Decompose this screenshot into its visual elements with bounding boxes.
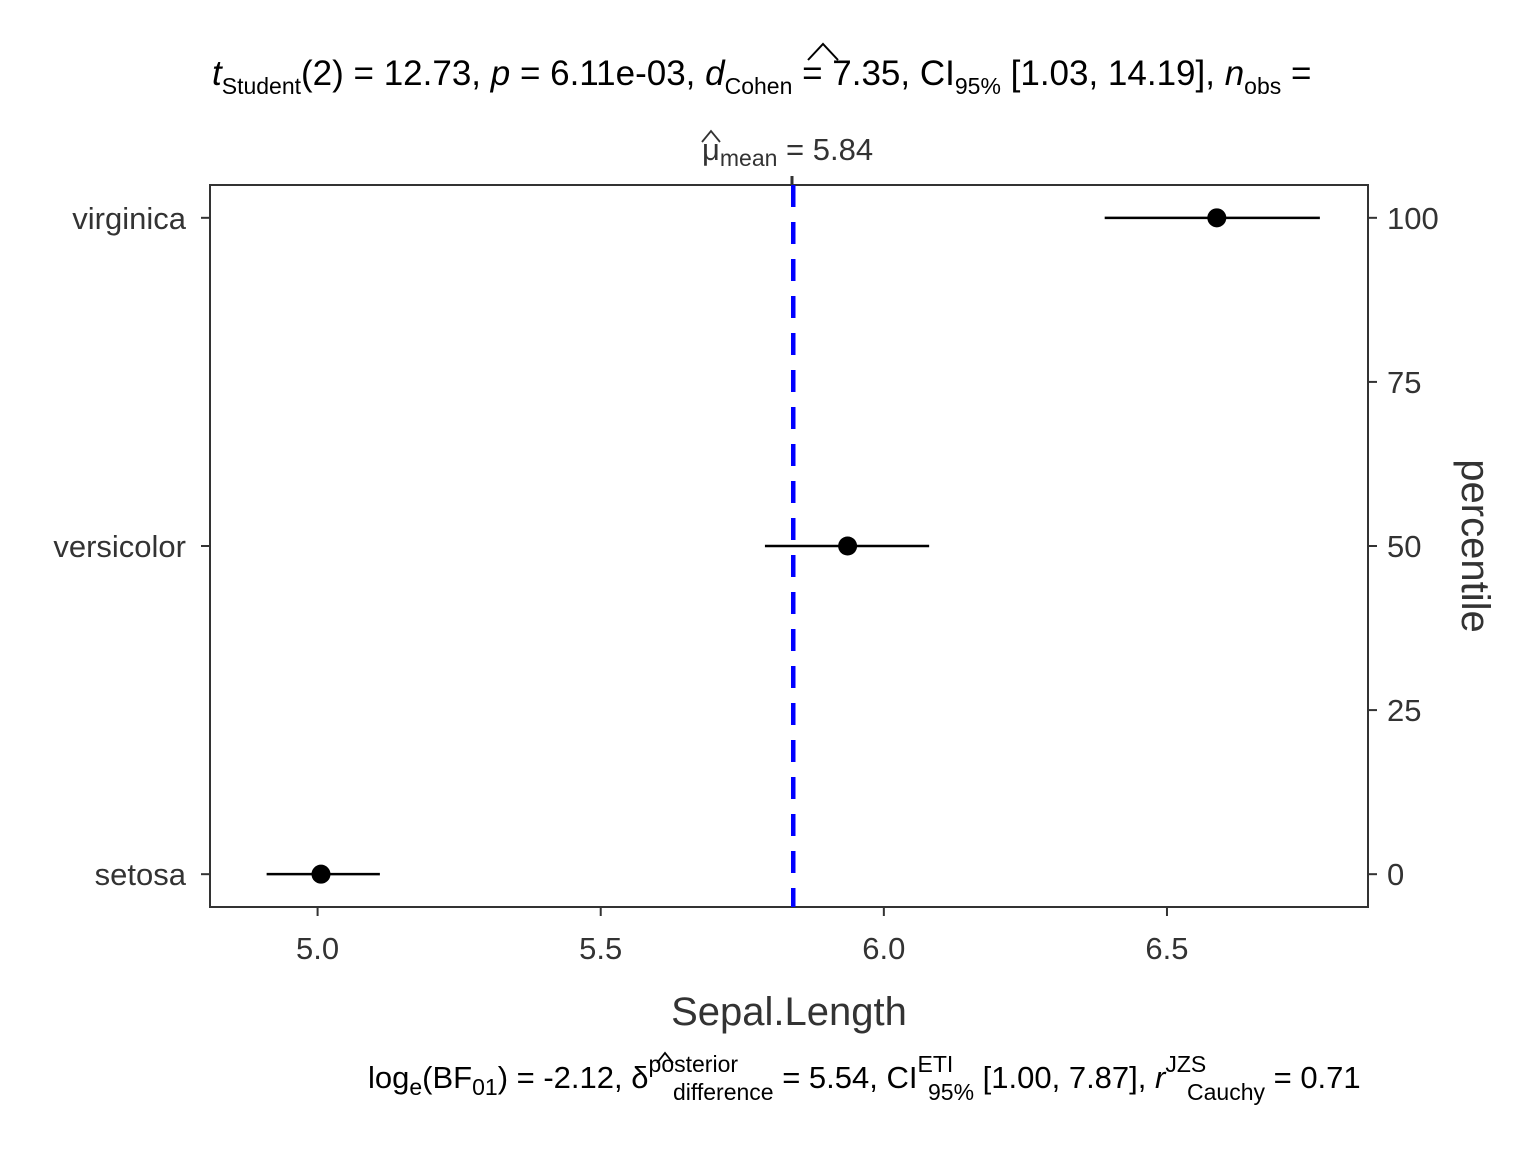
mean-point: [838, 536, 858, 556]
y-tick-label-right: 100: [1387, 201, 1439, 236]
mu-hat-mark: [701, 129, 721, 143]
y-tick-label-left: virginica: [72, 201, 186, 236]
y-tick-label-right: 25: [1387, 693, 1421, 728]
x-axis-title: Sepal.Length: [671, 990, 907, 1034]
y-tick-label-right: 0: [1387, 857, 1404, 892]
series-points: [266, 208, 1320, 884]
x-axis: 5.0 5.5 6.0 6.5: [296, 907, 1189, 966]
y-tick-label-left: versicolor: [53, 529, 186, 564]
y-tick-label-left: setosa: [95, 857, 187, 892]
y-axis-left: setosa versicolor virginica: [53, 201, 210, 892]
x-tick-label: 5.0: [296, 931, 339, 966]
y-tick-label-right: 50: [1387, 529, 1421, 564]
x-tick-label: 6.0: [862, 931, 905, 966]
mean-point: [1207, 208, 1227, 228]
y-tick-label-right: 75: [1387, 365, 1421, 400]
mean-point: [311, 864, 331, 884]
mean-label: μmean = 5.84: [702, 132, 873, 171]
x-tick-label: 5.5: [579, 931, 622, 966]
d-hat-mark: [807, 42, 839, 61]
y-axis-right: 0 25 50 75 100: [1368, 201, 1439, 892]
chart-caption: loge(BF01) = -2.12, δposterior difference…: [368, 1051, 1361, 1105]
delta-hat-mark: [656, 1051, 674, 1064]
chart-subtitle: tStudent(2) = 12.73, p = 6.11e-03, dCohe…: [212, 54, 1311, 99]
x-tick-label: 6.5: [1145, 931, 1188, 966]
y-axis-title-right: percentile: [1453, 459, 1497, 632]
